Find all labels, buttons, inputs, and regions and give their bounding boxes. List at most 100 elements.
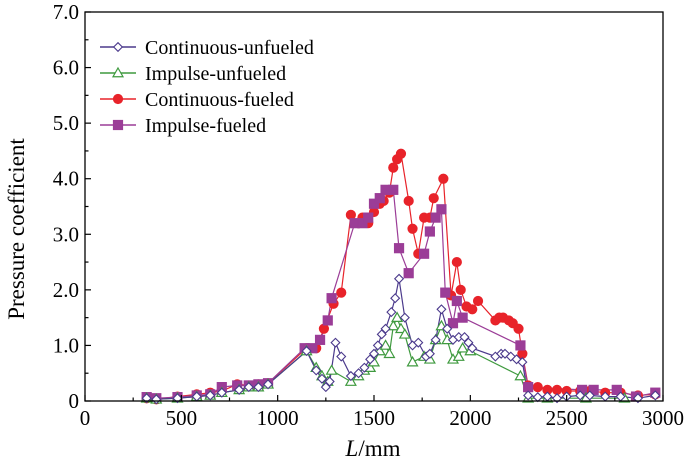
data-point-continuous-unfueled bbox=[436, 304, 447, 315]
data-point-continuous-unfueled bbox=[330, 337, 341, 348]
data-point-continuous-unfueled bbox=[316, 373, 328, 384]
data-point-continuous-fueled bbox=[513, 323, 524, 334]
data-point-continuous-fueled bbox=[532, 382, 543, 393]
data-point-impulse-fueled bbox=[368, 198, 380, 209]
data-point-continuous-unfueled bbox=[442, 323, 453, 334]
x-axis-title-var: L bbox=[345, 436, 359, 461]
series-line-continuous-unfueled bbox=[146, 278, 656, 400]
data-point-continuous-unfueled bbox=[324, 376, 335, 387]
data-point-continuous-unfueled bbox=[234, 384, 245, 395]
data-point-continuous-unfueled bbox=[253, 382, 264, 393]
data-point-impulse-fueled bbox=[447, 318, 459, 329]
data-point-continuous-unfueled bbox=[376, 329, 387, 340]
x-tick-label: 1500 bbox=[353, 406, 395, 430]
legend-label: Impulse-unfueled bbox=[145, 63, 286, 85]
data-point-continuous-unfueled bbox=[399, 312, 410, 323]
legend-marker bbox=[112, 41, 124, 53]
x-tick-label: 1000 bbox=[257, 406, 299, 430]
data-point-impulse-unfueled bbox=[394, 322, 408, 334]
data-point-continuous-unfueled bbox=[551, 393, 563, 404]
legend-label: Continuous-fueled bbox=[145, 89, 294, 111]
data-point-impulse-fueled bbox=[457, 312, 468, 323]
data-point-continuous-unfueled bbox=[151, 394, 162, 405]
data-point-impulse-fueled bbox=[451, 295, 462, 307]
data-point-impulse-unfueled bbox=[456, 341, 469, 353]
x-tick-label: 0 bbox=[80, 406, 91, 430]
data-point-continuous-unfueled bbox=[359, 362, 370, 373]
data-point-impulse-fueled bbox=[523, 382, 534, 393]
data-point-impulse-fueled bbox=[403, 268, 414, 279]
data-point-continuous-unfueled bbox=[243, 382, 254, 393]
data-point-continuous-unfueled bbox=[336, 351, 347, 362]
y-tick-label: 3.0 bbox=[53, 222, 79, 246]
data-point-impulse-fueled bbox=[515, 340, 526, 351]
data-point-continuous-unfueled bbox=[424, 348, 435, 359]
data-point-impulse-unfueled bbox=[406, 355, 419, 367]
data-point-continuous-unfueled bbox=[584, 390, 595, 401]
data-point-continuous-unfueled bbox=[320, 382, 331, 393]
data-point-impulse-fueled bbox=[424, 226, 435, 237]
series-markers-continuous-unfueled bbox=[141, 273, 661, 405]
data-point-continuous-unfueled bbox=[353, 368, 364, 379]
data-point-continuous-unfueled bbox=[467, 343, 478, 354]
data-point-impulse-fueled bbox=[374, 193, 385, 204]
data-point-continuous-fueled bbox=[388, 162, 399, 173]
data-point-continuous-unfueled bbox=[365, 354, 376, 365]
data-point-impulse-fueled bbox=[314, 334, 326, 345]
y-tick-label: 6.0 bbox=[53, 56, 79, 80]
data-point-impulse-fueled bbox=[430, 212, 441, 223]
data-point-continuous-unfueled bbox=[413, 337, 424, 348]
data-point-continuous-fueled bbox=[428, 193, 439, 204]
legend-marker bbox=[112, 93, 124, 105]
data-point-continuous-unfueled bbox=[393, 273, 405, 284]
data-point-continuous-unfueled bbox=[499, 348, 511, 359]
y-axis-title: Pressure coefficient bbox=[4, 138, 29, 320]
data-point-continuous-unfueled bbox=[262, 379, 274, 390]
data-point-impulse-fueled bbox=[357, 218, 368, 229]
data-point-impulse-unfueled bbox=[398, 328, 411, 339]
x-tick-label: 2000 bbox=[449, 406, 491, 430]
data-point-continuous-fueled bbox=[455, 284, 466, 295]
data-point-continuous-unfueled bbox=[205, 390, 216, 401]
data-point-continuous-unfueled bbox=[301, 345, 312, 357]
data-point-continuous-fueled bbox=[472, 295, 484, 307]
data-point-continuous-unfueled bbox=[390, 293, 401, 304]
x-tick-label: 2500 bbox=[546, 406, 588, 430]
data-point-continuous-unfueled bbox=[172, 393, 183, 404]
data-point-continuous-unfueled bbox=[380, 323, 391, 334]
x-axis-title-unit: /mm bbox=[358, 436, 400, 461]
data-point-impulse-fueled bbox=[440, 287, 451, 298]
data-point-continuous-unfueled bbox=[372, 340, 383, 351]
legend-item-continuous-fueled: Continuous-fueled bbox=[100, 89, 294, 111]
data-point-continuous-unfueled bbox=[141, 393, 152, 404]
data-point-continuous-unfueled bbox=[311, 365, 322, 376]
data-point-continuous-fueled bbox=[451, 256, 462, 268]
data-point-impulse-unfueled bbox=[379, 339, 392, 350]
legend-item-continuous-unfueled: Continuous-unfueled bbox=[100, 37, 314, 59]
data-point-impulse-fueled bbox=[326, 293, 337, 304]
data-point-impulse-unfueled bbox=[514, 369, 527, 381]
data-point-continuous-fueled bbox=[395, 148, 407, 159]
data-point-impulse-fueled bbox=[436, 204, 447, 215]
data-point-impulse-fueled bbox=[393, 243, 405, 254]
x-tick-label: 500 bbox=[166, 406, 198, 430]
legend: Continuous-unfueled Impulse-unfueled Conti… bbox=[100, 37, 314, 137]
data-point-continuous-fueled bbox=[407, 223, 418, 234]
data-point-continuous-unfueled bbox=[216, 387, 227, 398]
legend-item-impulse-unfueled: Impulse-unfueled bbox=[100, 63, 286, 85]
y-tick-label: 5.0 bbox=[53, 111, 79, 135]
data-point-continuous-fueled bbox=[551, 384, 563, 395]
data-point-impulse-unfueled bbox=[383, 347, 396, 359]
legend-label: Impulse-fueled bbox=[145, 115, 266, 137]
data-point-impulse-fueled bbox=[418, 248, 430, 259]
y-tick-label: 1.0 bbox=[53, 333, 79, 357]
data-point-continuous-unfueled bbox=[505, 351, 516, 362]
data-point-impulse-unfueled bbox=[452, 350, 465, 361]
data-point-impulse-unfueled bbox=[325, 364, 338, 375]
x-axis-title: L/mm bbox=[345, 436, 401, 461]
x-tick-label: 3000 bbox=[642, 406, 684, 430]
data-point-continuous-fueled bbox=[467, 304, 478, 315]
legend-marker bbox=[111, 66, 125, 78]
legend-item-impulse-fueled: Impulse-fueled bbox=[100, 115, 266, 137]
